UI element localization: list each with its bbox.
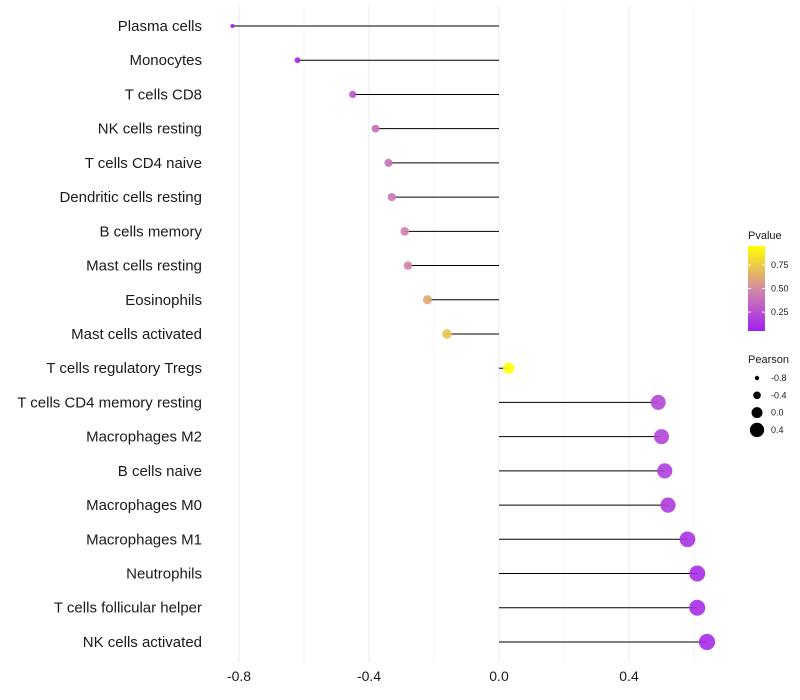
lollipop-point xyxy=(689,565,706,582)
pearson-size-key xyxy=(754,375,760,381)
point-layer xyxy=(230,23,716,651)
x-tick-label: -0.8 xyxy=(227,668,251,684)
pvalue-colorbar xyxy=(748,246,765,331)
pvalue-tick-label: 0.50 xyxy=(771,284,789,294)
pearson-key-label: 0.4 xyxy=(771,425,784,435)
lollipop-point xyxy=(660,497,676,513)
category-label: B cells naive xyxy=(118,463,202,480)
lollipop-point xyxy=(503,362,515,374)
pearson-size-key xyxy=(751,407,763,419)
pvalue-legend-ticks: 0.25 0.50 0.75 xyxy=(748,260,789,317)
lollipop-point xyxy=(384,158,393,167)
category-label: T cells follicular helper xyxy=(54,600,202,617)
grid-layer xyxy=(238,6,695,662)
pvalue-legend: Pvalue 0.25 0.50 0.75 xyxy=(748,230,789,331)
category-label: Monocytes xyxy=(129,52,202,69)
pearson-legend-keys: -0.8 -0.4 0.0 0.4 xyxy=(749,373,787,438)
pvalue-tick-label: 0.25 xyxy=(771,307,789,317)
x-tick-label: -0.4 xyxy=(357,668,381,684)
lollipop-point xyxy=(650,394,666,410)
lollipop-point xyxy=(400,227,410,236)
lollipop-point xyxy=(387,192,396,202)
x-tick-label-layer: -0.8 -0.4 0.0 0.4 xyxy=(227,668,639,684)
category-label: NK cells activated xyxy=(83,634,202,651)
pearson-size-key xyxy=(749,422,765,438)
category-label: Macrophages M1 xyxy=(86,531,202,548)
lollipop-point xyxy=(653,429,670,445)
pearson-key-label: -0.8 xyxy=(771,373,787,383)
lollipop-point xyxy=(230,23,235,29)
lollipop-point xyxy=(403,261,413,270)
category-label: Macrophages M2 xyxy=(86,429,202,446)
category-label-layer: Plasma cells Monocytes T cells CD8 NK cells… xyxy=(17,18,202,651)
category-label: Mast cells activated xyxy=(71,326,202,343)
lollipop-point xyxy=(294,57,301,64)
category-label: Dendritic cells resting xyxy=(59,189,202,206)
pearson-legend: Pearson -0.8 -0.4 0.0 0.4 xyxy=(748,354,789,438)
category-label: Neutrophils xyxy=(126,566,202,583)
category-label: T cells regulatory Tregs xyxy=(46,360,202,377)
pvalue-tick-label: 0.75 xyxy=(771,260,789,270)
category-label: T cells CD4 memory resting xyxy=(17,394,202,411)
lollipop-point xyxy=(442,329,452,339)
x-tick-label: 0.0 xyxy=(489,668,509,684)
pearson-legend-title: Pearson xyxy=(748,354,789,366)
lollipop-point xyxy=(349,90,357,99)
segment-layer xyxy=(232,25,707,643)
category-label: Mast cells resting xyxy=(86,258,202,275)
lollipop-point xyxy=(371,124,380,133)
pearson-key-label: 0.0 xyxy=(771,408,784,418)
lollipop-point xyxy=(422,295,433,305)
pvalue-legend-title: Pvalue xyxy=(748,230,782,242)
category-label: NK cells resting xyxy=(98,121,202,138)
pearson-size-key xyxy=(753,391,761,400)
category-label: Macrophages M0 xyxy=(86,497,202,514)
lollipop-point xyxy=(689,599,706,616)
category-label: Plasma cells xyxy=(118,18,202,35)
x-tick-label: 0.4 xyxy=(619,668,639,684)
category-label: Eosinophils xyxy=(125,292,202,309)
category-label: B cells memory xyxy=(99,223,202,240)
pearson-key-label: -0.4 xyxy=(771,390,787,400)
category-label: T cells CD4 naive xyxy=(85,155,202,172)
lollipop-point xyxy=(698,633,716,651)
category-label: T cells CD8 xyxy=(125,86,202,103)
lollipop-point xyxy=(679,531,696,548)
lollipop-point xyxy=(657,463,673,479)
